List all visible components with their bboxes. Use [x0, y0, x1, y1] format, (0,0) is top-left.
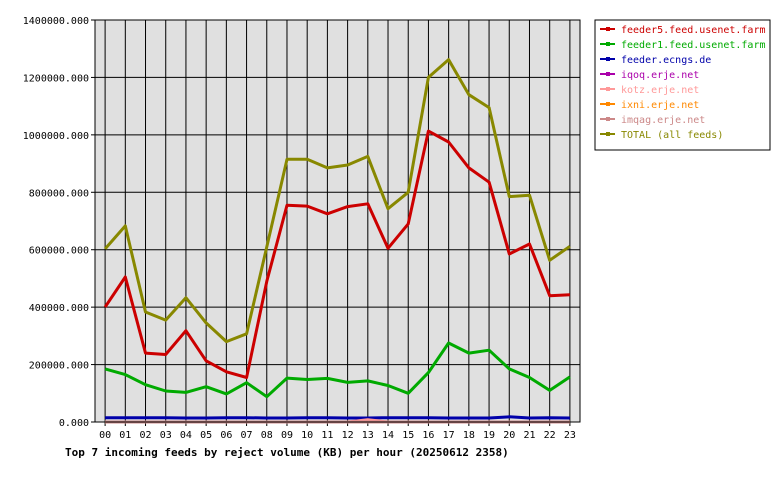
series-line-feeder5-feed-usenet-farm: [103, 129, 570, 379]
legend-marker: [606, 42, 610, 46]
x-tick-label: 03: [160, 430, 172, 441]
x-tick-label: 11: [321, 430, 333, 441]
legend-marker: [606, 102, 610, 106]
legend-marker: [606, 117, 610, 121]
legend-marker: [606, 72, 610, 76]
y-tick-label: 200000.000: [29, 361, 89, 372]
x-tick-label: 01: [119, 430, 131, 441]
grid: [95, 20, 580, 422]
x-tick-label: 21: [523, 430, 535, 441]
y-tick-label: 800000.000: [29, 188, 89, 199]
legend-box: [594, 19, 771, 151]
y-tick-label: 0.000: [59, 418, 89, 429]
x-tick-label: 13: [362, 430, 374, 441]
x-tick-label: 17: [443, 430, 455, 441]
plot-area: [95, 20, 580, 422]
x-tick-label: 15: [402, 430, 414, 441]
legend-marker: [606, 27, 610, 31]
plot-border: [94, 19, 581, 423]
x-tick-label: 06: [220, 430, 232, 441]
y-axis-ticks: 0.000 200000.000 400000.000 600000.000 80000…: [23, 16, 95, 429]
x-tick-label: 10: [301, 430, 313, 441]
x-tick-label: 20: [503, 430, 515, 441]
x-tick-label: 07: [241, 430, 253, 441]
series-line-feeder-ecngs-de: [105, 415, 570, 420]
legend-label: iqoq.erje.net: [621, 70, 699, 81]
x-tick-label: 18: [463, 430, 475, 441]
x-tick-label: 14: [382, 430, 394, 441]
legend-label: kotz.erje.net: [621, 85, 699, 96]
x-tick-label: 04: [180, 430, 192, 441]
x-axis-ticks: 00 01 02 03 04 05 06 07 08 09 10 11 12 13 14 15 16 17 18 19…: [99, 422, 576, 441]
x-tick-label: 05: [200, 430, 212, 441]
legend-label: imqag.erje.net: [621, 115, 705, 126]
x-tick-label: 09: [281, 430, 293, 441]
legend-marker: [606, 132, 610, 136]
legend-label: feeder1.feed.usenet.farm: [621, 40, 766, 51]
y-tick-label: 600000.000: [29, 246, 89, 257]
chart-title: Top 7 incoming feeds by reject volume (K…: [65, 446, 509, 459]
legend-label: TOTAL (all feeds): [621, 130, 723, 141]
y-tick-label: 1000000.000: [23, 131, 89, 142]
legend-label: feeder.ecngs.de: [621, 55, 711, 66]
x-tick-label: 02: [139, 430, 151, 441]
x-tick-label: 19: [483, 430, 495, 441]
y-tick-label: 400000.000: [29, 303, 89, 314]
legend-label: feeder5.feed.usenet.farm: [621, 25, 766, 36]
x-tick-label: 23: [564, 430, 576, 441]
y-tick-label: 1200000.000: [23, 73, 89, 84]
x-tick-label: 16: [422, 430, 434, 441]
series-line-feeder1-feed-usenet-farm: [104, 341, 571, 399]
x-tick-label: 08: [261, 430, 273, 441]
x-tick-label: 22: [544, 430, 556, 441]
x-tick-label: 12: [342, 430, 354, 441]
legend: feeder5.feed.usenet.farm feeder1.feed.use…: [594, 19, 771, 151]
series-line-total-all-feeds-: [103, 58, 571, 344]
y-tick-label: 1400000.000: [23, 16, 89, 27]
x-tick-label: 00: [99, 430, 111, 441]
legend-marker: [606, 57, 610, 61]
legend-marker: [606, 87, 610, 91]
legend-label: ixni.erje.net: [621, 100, 699, 111]
